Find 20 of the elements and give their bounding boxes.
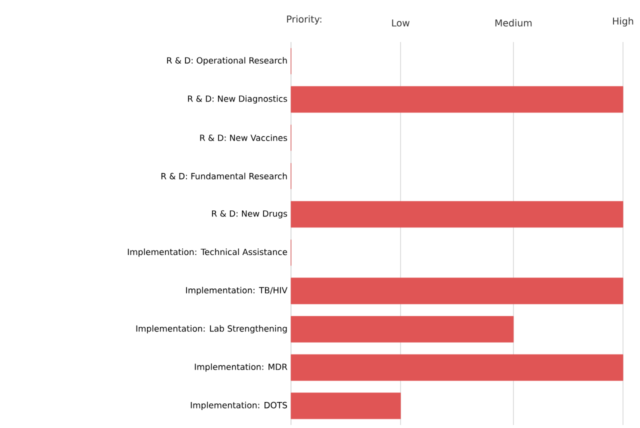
ref-line-label: Low	[392, 19, 410, 26]
bar	[290, 278, 624, 304]
bar	[290, 354, 624, 381]
y-tick-label: R & D: Fundamental Research	[161, 172, 287, 180]
bar	[290, 201, 624, 228]
bar	[290, 316, 514, 342]
y-tick-label: R & D: Operational Research	[167, 57, 287, 66]
x-axis-title: Priority:	[287, 15, 322, 24]
y-tick-label: Implementation: Technical Assistance	[128, 248, 288, 257]
y-tick-label: Implementation: DOTS	[190, 402, 288, 410]
y-tick-label: R & D: New Diagnostics	[188, 95, 288, 104]
y-tick-label: Implementation: TB/HIV	[186, 286, 288, 296]
y-tick-label: R & D: New Vaccines	[200, 134, 288, 142]
ref-line-label: Medium	[495, 19, 532, 26]
y-tick-label: Implementation: Lab Strengthening	[136, 325, 287, 334]
y-tick-label: R & D: New Drugs	[212, 210, 288, 218]
bar	[290, 86, 624, 113]
y-tick-label: Implementation: MDR	[194, 363, 288, 372]
bar	[290, 392, 401, 420]
ref-line-label: High	[613, 17, 634, 26]
